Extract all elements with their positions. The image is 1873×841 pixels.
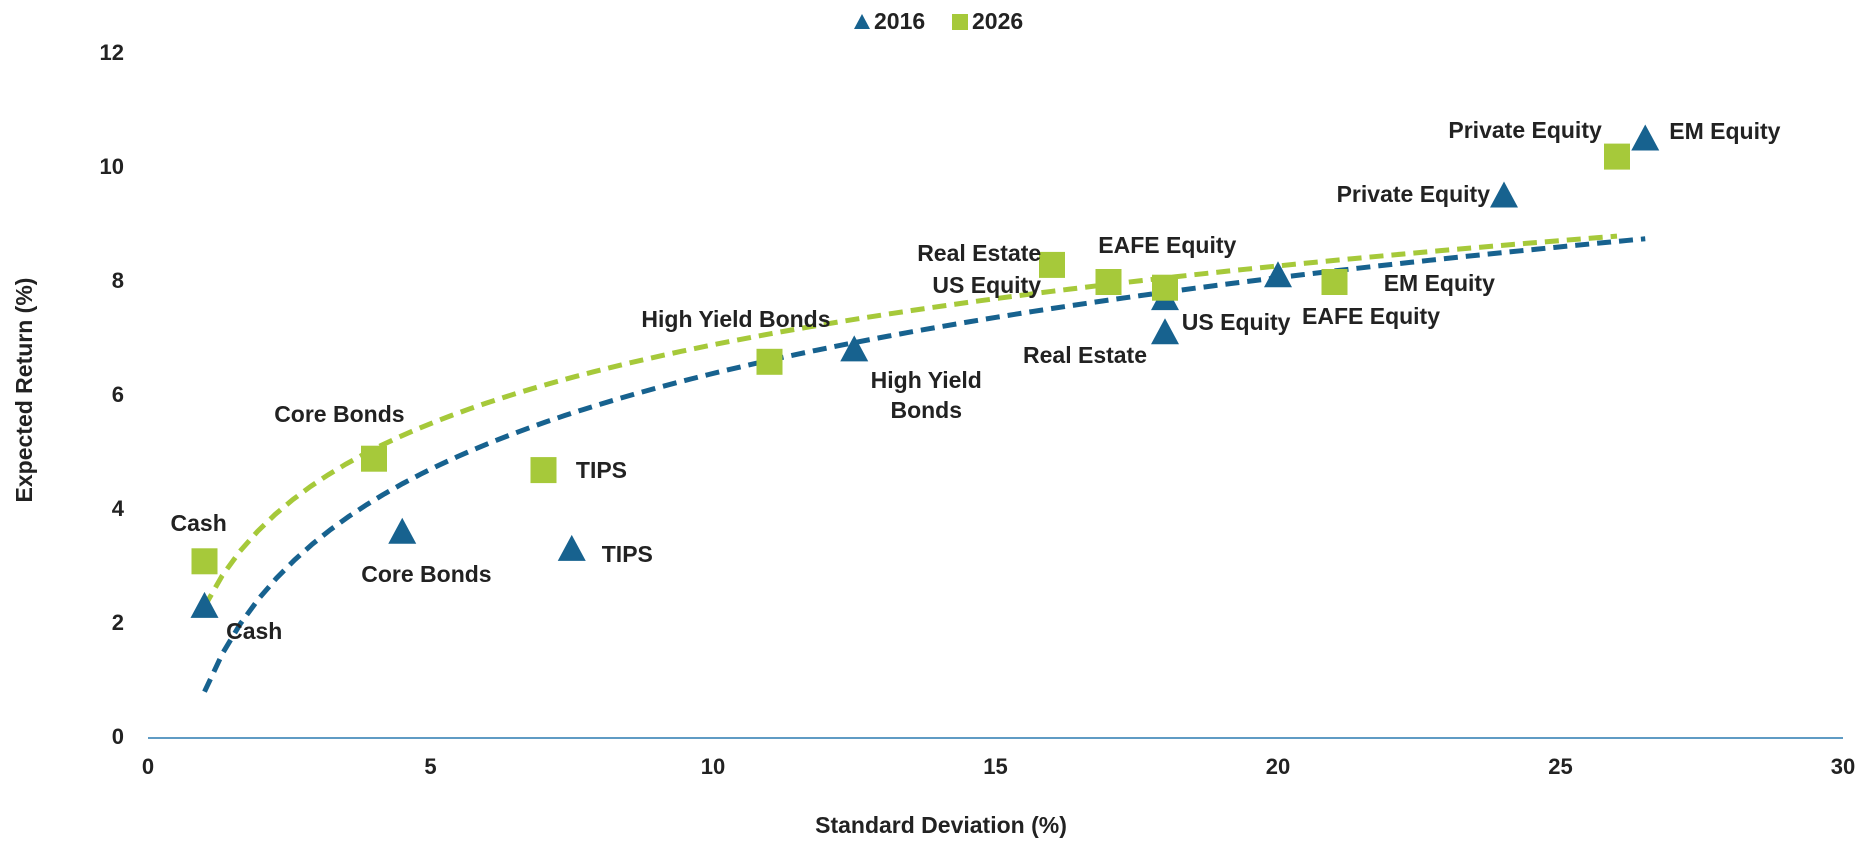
point: [1152, 274, 1178, 301]
y-tick-label: 12: [100, 40, 124, 65]
trend-line: [202, 236, 1646, 693]
point-label: TIPS: [575, 457, 628, 484]
point-label: EM Equity: [1383, 270, 1495, 297]
point: [840, 335, 869, 362]
point-label: Real Estate: [917, 239, 1042, 266]
point: [530, 457, 557, 484]
point: [1631, 124, 1660, 151]
point-label: EM Equity: [1669, 118, 1781, 145]
point-label: High Yield Bonds: [870, 366, 982, 423]
x-tick-label: 15: [983, 754, 1007, 779]
point-label: TIPS: [601, 540, 653, 567]
point-label: Real Estate: [1023, 341, 1148, 368]
point: [1151, 318, 1179, 345]
point: [1264, 261, 1292, 288]
point-label: EAFE Equity: [1302, 302, 1441, 329]
point: [1321, 269, 1348, 295]
x-tick-label: 5: [424, 754, 436, 779]
point: [191, 548, 218, 575]
point: [557, 534, 586, 561]
point-label: US Equity: [1181, 308, 1291, 335]
legend-label: 2016: [874, 8, 925, 34]
y-tick-label: 6: [112, 382, 124, 407]
point-label: Core Bonds: [361, 560, 492, 587]
y-axis-title: Expected Return (%): [11, 278, 37, 503]
trend-line: [202, 233, 1618, 608]
x-tick-label: 0: [142, 754, 154, 779]
point-label: Private Equity: [1336, 181, 1490, 208]
x-tick-label: 25: [1548, 754, 1572, 779]
point: [756, 348, 783, 375]
point: [388, 517, 417, 544]
point-label: Private Equity: [1448, 117, 1602, 144]
legend-label: 2026: [972, 8, 1023, 34]
point-label: US Equity: [932, 272, 1042, 299]
point-label: High Yield Bonds: [641, 305, 831, 332]
point: [1604, 143, 1630, 170]
point: [190, 591, 219, 618]
x-tick-label: 20: [1266, 754, 1290, 779]
point: [361, 445, 387, 472]
point-label: Cash: [226, 617, 283, 644]
point-label: Core Bonds: [274, 401, 405, 428]
y-tick-label: 10: [100, 154, 124, 179]
point-label: Cash: [170, 509, 227, 536]
point: [1095, 269, 1122, 295]
y-tick-label: 8: [112, 268, 124, 293]
legend-marker: [854, 14, 870, 29]
y-tick-label: 0: [112, 724, 124, 749]
point-label: EAFE Equity: [1098, 231, 1237, 258]
y-tick-label: 4: [112, 496, 125, 521]
y-tick-label: 2: [112, 610, 124, 635]
legend-marker: [952, 14, 968, 30]
x-axis-title: Standard Deviation (%): [815, 812, 1067, 838]
x-tick-label: 10: [701, 754, 725, 779]
point: [1490, 181, 1518, 208]
point: [1039, 251, 1065, 278]
x-tick-label: 30: [1831, 754, 1855, 779]
